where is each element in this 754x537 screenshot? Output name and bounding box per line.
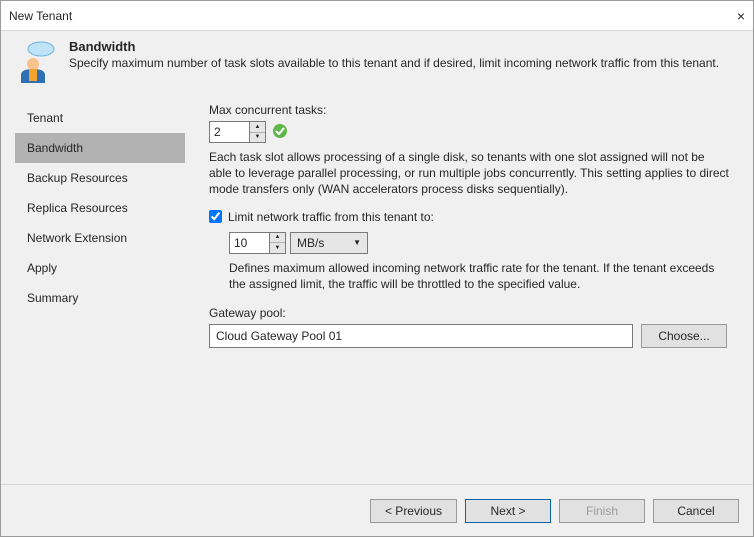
sidebar-item-network-extension[interactable]: Network Extension xyxy=(15,223,185,253)
tenant-icon xyxy=(15,39,59,83)
header-title: Bandwidth xyxy=(69,39,719,54)
sidebar-item-tenant[interactable]: Tenant xyxy=(15,103,185,133)
footer: < Previous Next > Finish Cancel xyxy=(1,484,753,536)
limit-checkbox[interactable] xyxy=(209,210,222,223)
gateway-pool-label: Gateway pool: xyxy=(209,306,739,320)
main-panel: Max concurrent tasks: ▲ ▼ Each task sl xyxy=(185,99,739,484)
max-tasks-desc: Each task slot allows processing of a si… xyxy=(209,149,729,198)
limit-unit-select[interactable]: MB/s ▼ xyxy=(290,232,368,254)
limit-unit-value: MB/s xyxy=(297,236,324,250)
window-title: New Tenant xyxy=(9,9,72,23)
new-tenant-window: New Tenant × Bandwidth Specify maximum n… xyxy=(0,0,754,537)
limit-up-icon[interactable]: ▲ xyxy=(270,233,285,244)
max-tasks-row: ▲ ▼ xyxy=(209,121,739,143)
limit-down-icon[interactable]: ▼ xyxy=(270,243,285,253)
limit-stepper: ▲ ▼ xyxy=(229,232,286,254)
limit-input[interactable] xyxy=(229,232,269,254)
sidebar-item-summary[interactable]: Summary xyxy=(15,283,185,313)
gateway-pool-value: Cloud Gateway Pool 01 xyxy=(216,329,342,343)
header-subtitle: Specify maximum number of task slots ava… xyxy=(69,56,719,70)
sidebar-item-apply[interactable]: Apply xyxy=(15,253,185,283)
body: Tenant Bandwidth Backup Resources Replic… xyxy=(1,99,753,484)
limit-checkbox-row: Limit network traffic from this tenant t… xyxy=(209,210,739,224)
chevron-down-icon: ▼ xyxy=(353,238,361,247)
max-tasks-label: Max concurrent tasks: xyxy=(209,103,739,117)
finish-button: Finish xyxy=(559,499,645,523)
sidebar-item-bandwidth[interactable]: Bandwidth xyxy=(15,133,185,163)
header: Bandwidth Specify maximum number of task… xyxy=(1,31,753,99)
max-tasks-up-icon[interactable]: ▲ xyxy=(250,122,265,133)
wizard-sidebar: Tenant Bandwidth Backup Resources Replic… xyxy=(15,99,185,484)
cancel-button[interactable]: Cancel xyxy=(653,499,739,523)
next-button[interactable]: Next > xyxy=(465,499,551,523)
max-tasks-arrows: ▲ ▼ xyxy=(249,121,266,143)
limit-checkbox-label: Limit network traffic from this tenant t… xyxy=(228,210,434,224)
gateway-pool-row: Cloud Gateway Pool 01 Choose... xyxy=(209,324,739,348)
header-text: Bandwidth Specify maximum number of task… xyxy=(69,39,719,70)
max-tasks-stepper: ▲ ▼ xyxy=(209,121,266,143)
max-tasks-input[interactable] xyxy=(209,121,249,143)
limit-value-row: ▲ ▼ MB/s ▼ xyxy=(229,232,739,254)
sidebar-item-backup-resources[interactable]: Backup Resources xyxy=(15,163,185,193)
limit-desc: Defines maximum allowed incoming network… xyxy=(229,260,734,292)
close-icon[interactable]: × xyxy=(705,8,745,24)
sidebar-item-replica-resources[interactable]: Replica Resources xyxy=(15,193,185,223)
titlebar: New Tenant × xyxy=(1,1,753,31)
ok-icon xyxy=(272,123,288,142)
limit-arrows: ▲ ▼ xyxy=(269,232,286,254)
gateway-pool-field: Cloud Gateway Pool 01 xyxy=(209,324,633,348)
previous-button[interactable]: < Previous xyxy=(370,499,457,523)
max-tasks-down-icon[interactable]: ▼ xyxy=(250,133,265,143)
choose-button[interactable]: Choose... xyxy=(641,324,727,348)
